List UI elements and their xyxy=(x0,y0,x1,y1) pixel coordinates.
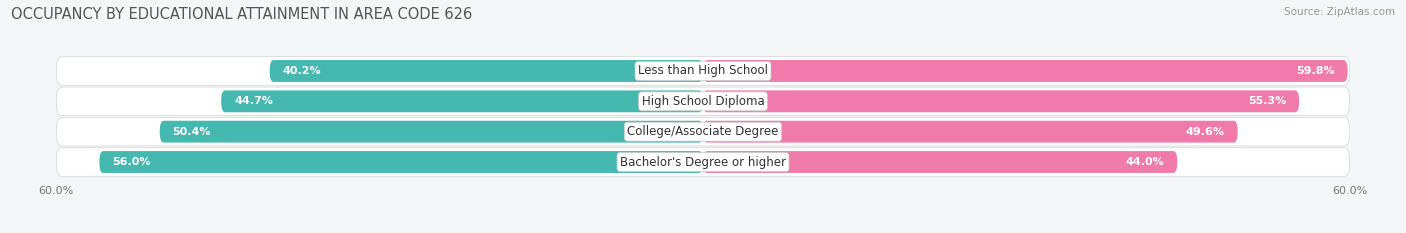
FancyBboxPatch shape xyxy=(270,60,703,82)
Text: 56.0%: 56.0% xyxy=(112,157,150,167)
Text: 50.4%: 50.4% xyxy=(173,127,211,137)
FancyBboxPatch shape xyxy=(703,151,1177,173)
Text: Bachelor's Degree or higher: Bachelor's Degree or higher xyxy=(620,155,786,168)
Text: High School Diploma: High School Diploma xyxy=(641,95,765,108)
Text: 49.6%: 49.6% xyxy=(1185,127,1225,137)
FancyBboxPatch shape xyxy=(100,151,703,173)
FancyBboxPatch shape xyxy=(56,87,1350,116)
FancyBboxPatch shape xyxy=(703,60,1347,82)
FancyBboxPatch shape xyxy=(703,90,1299,112)
FancyBboxPatch shape xyxy=(56,148,1350,176)
FancyBboxPatch shape xyxy=(703,121,1237,143)
FancyBboxPatch shape xyxy=(56,57,1350,85)
Text: 55.3%: 55.3% xyxy=(1249,96,1286,106)
Text: OCCUPANCY BY EDUCATIONAL ATTAINMENT IN AREA CODE 626: OCCUPANCY BY EDUCATIONAL ATTAINMENT IN A… xyxy=(11,7,472,22)
Text: 59.8%: 59.8% xyxy=(1296,66,1334,76)
FancyBboxPatch shape xyxy=(221,90,703,112)
Text: Source: ZipAtlas.com: Source: ZipAtlas.com xyxy=(1284,7,1395,17)
FancyBboxPatch shape xyxy=(160,121,703,143)
Text: 44.0%: 44.0% xyxy=(1126,157,1164,167)
Text: 40.2%: 40.2% xyxy=(283,66,321,76)
Text: Less than High School: Less than High School xyxy=(638,65,768,78)
FancyBboxPatch shape xyxy=(56,117,1350,146)
Text: 44.7%: 44.7% xyxy=(233,96,273,106)
Text: College/Associate Degree: College/Associate Degree xyxy=(627,125,779,138)
